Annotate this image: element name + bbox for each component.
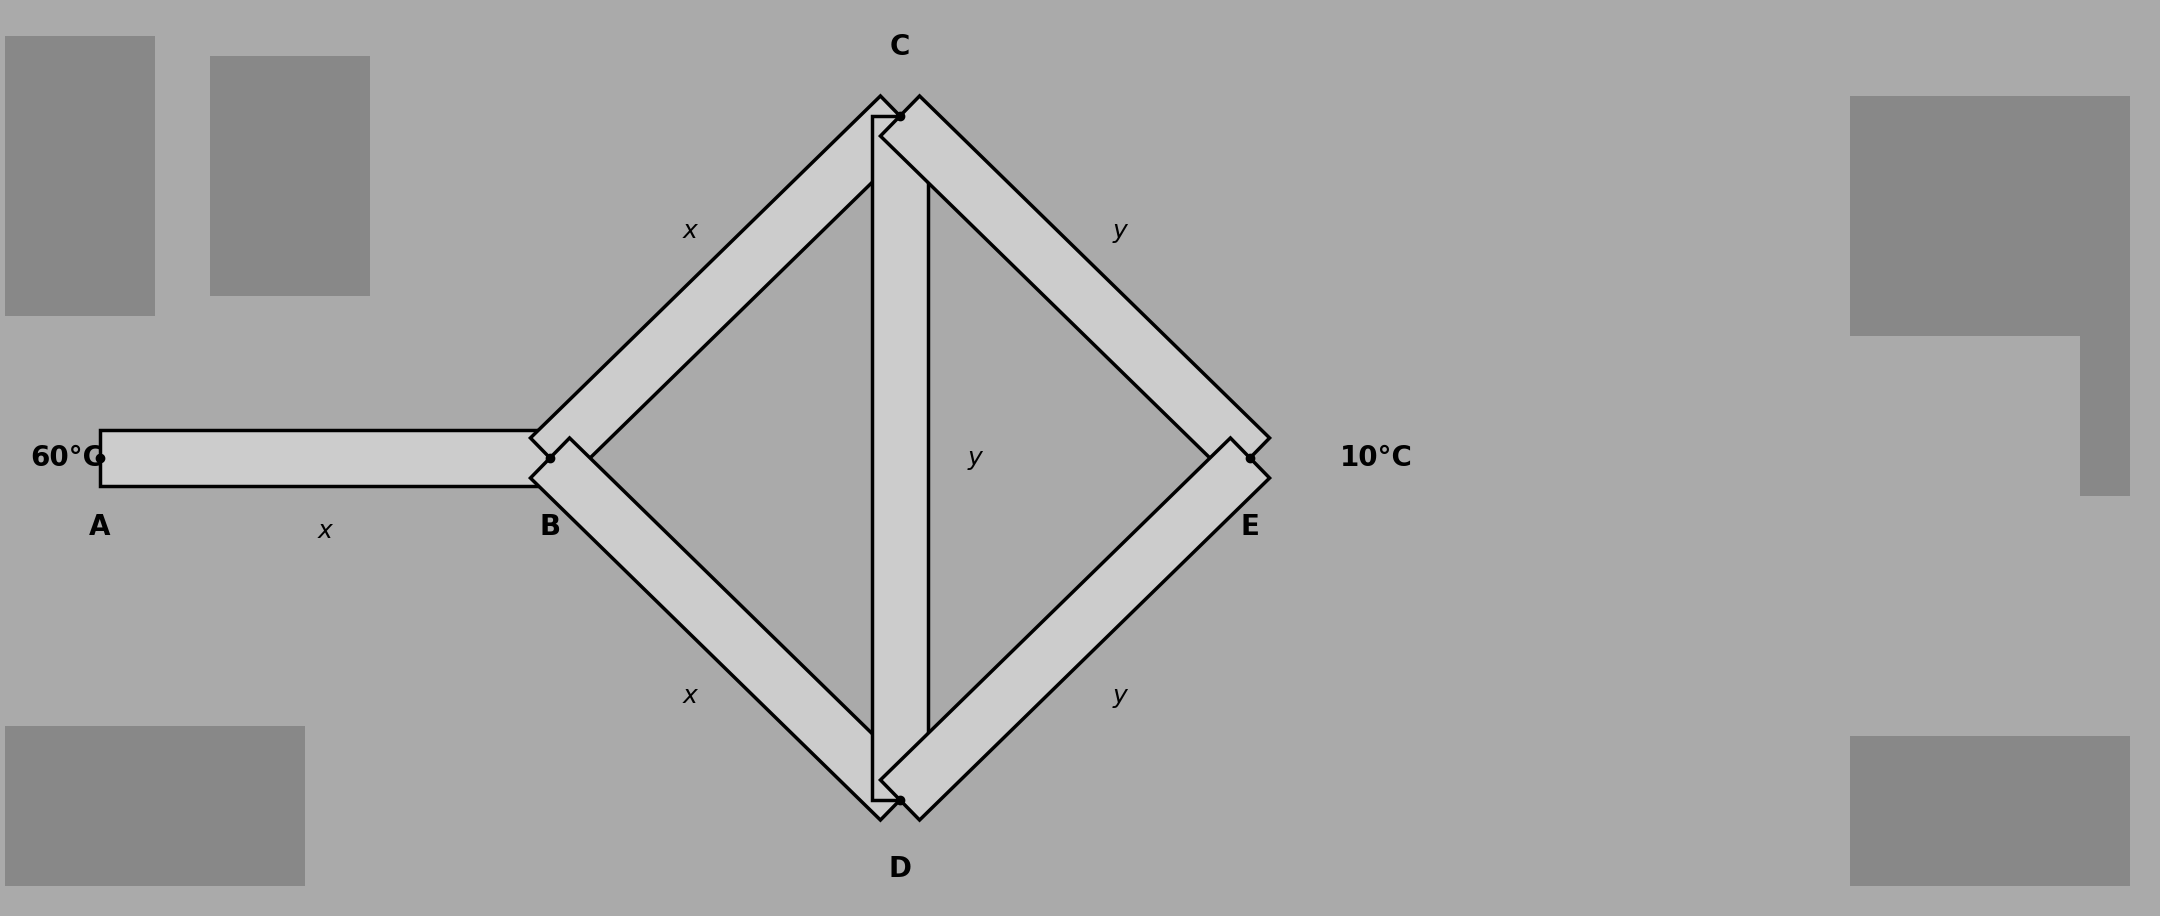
Bar xyxy=(210,56,369,296)
Bar xyxy=(1849,736,2130,886)
Text: E: E xyxy=(1240,513,1259,541)
Text: y: y xyxy=(1112,219,1128,243)
Text: B: B xyxy=(540,513,562,541)
Text: x: x xyxy=(318,519,333,543)
Polygon shape xyxy=(881,438,1270,820)
Polygon shape xyxy=(873,116,929,800)
Text: y: y xyxy=(968,446,983,470)
Bar xyxy=(4,726,305,886)
Text: x: x xyxy=(683,684,698,708)
Polygon shape xyxy=(99,430,551,486)
Text: x: x xyxy=(683,219,698,243)
Text: 60°C: 60°C xyxy=(30,444,104,472)
Polygon shape xyxy=(881,96,1270,478)
Bar xyxy=(4,36,156,316)
Polygon shape xyxy=(531,96,920,478)
Text: C: C xyxy=(890,33,909,61)
Bar xyxy=(1849,96,2130,336)
Text: y: y xyxy=(1112,684,1128,708)
Polygon shape xyxy=(531,438,920,820)
Bar xyxy=(2080,316,2130,496)
Text: A: A xyxy=(89,513,110,541)
Text: 10°C: 10°C xyxy=(1339,444,1413,472)
Text: D: D xyxy=(888,855,912,883)
